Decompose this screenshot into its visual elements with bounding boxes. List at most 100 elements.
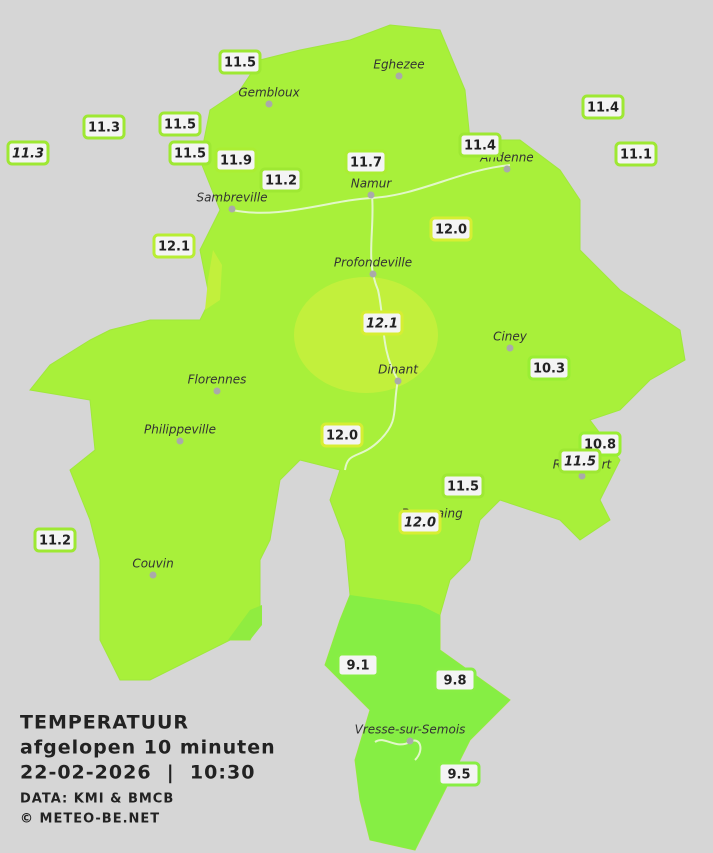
station-box — [360, 310, 404, 336]
city-dot — [395, 72, 403, 80]
station-value: 9.8 — [443, 674, 466, 689]
station-value: 12.1 — [158, 240, 190, 255]
station-value: 11.7 — [350, 156, 382, 171]
warm-zone — [205, 250, 222, 310]
station: 11.2 — [33, 527, 77, 553]
station-box — [6, 140, 50, 166]
station: 9.8 — [433, 667, 477, 693]
legend-title: TEMPERATUUR — [20, 712, 189, 734]
station: 11.4 — [458, 132, 502, 158]
city-dot — [149, 571, 157, 579]
station-box — [336, 652, 380, 678]
station: 12.0 — [429, 216, 473, 242]
cool-zone — [228, 605, 262, 640]
city-label: Sambreville — [196, 191, 267, 205]
station-value: 11.5 — [564, 455, 596, 470]
city-dot — [367, 191, 375, 199]
station: 11.5 — [558, 448, 602, 474]
station-box — [437, 761, 481, 787]
city-label: Ciney — [493, 330, 528, 344]
station: 11.5 — [158, 111, 202, 137]
station-value: 11.2 — [265, 174, 297, 189]
legend-copyright: © METEO-BE.NET — [20, 812, 160, 827]
station-box — [218, 49, 262, 75]
station-value: 9.1 — [346, 659, 369, 674]
station: 11.3 — [6, 140, 50, 166]
station: 11.1 — [614, 141, 658, 167]
station-value: 11.5 — [174, 147, 206, 162]
city-dot — [213, 387, 221, 395]
station: 11.9 — [214, 147, 258, 173]
city-dot — [176, 437, 184, 445]
station: 11.3 — [82, 114, 126, 140]
station: 11.2 — [259, 167, 303, 193]
station-value: 11.5 — [164, 118, 196, 133]
station: 11.5 — [168, 140, 212, 166]
station-box — [344, 149, 388, 175]
station-value: 10.3 — [533, 362, 565, 377]
station-box — [441, 473, 485, 499]
station-box — [152, 233, 196, 259]
station-value: 11.9 — [220, 154, 252, 169]
city-dot — [394, 377, 402, 385]
station: 9.1 — [336, 652, 380, 678]
city-dot — [228, 205, 236, 213]
legend-datetime: 22-02-2026 | 10:30 — [20, 762, 255, 784]
station-box — [82, 114, 126, 140]
station-value: 11.2 — [39, 534, 71, 549]
station: 11.5 — [441, 473, 485, 499]
city-label: Gembloux — [238, 86, 300, 100]
city-label: Florennes — [188, 373, 247, 387]
station-box — [581, 94, 625, 120]
station-box — [527, 355, 571, 381]
city-dot — [369, 270, 377, 278]
station-value: 12.1 — [366, 317, 398, 332]
station-box — [433, 667, 477, 693]
station: 11.5 — [218, 49, 262, 75]
station-box — [398, 509, 442, 535]
station-box — [614, 141, 658, 167]
station-box — [33, 527, 77, 553]
city-label: Namur — [351, 177, 393, 191]
station: 11.7 — [344, 149, 388, 175]
station-box — [168, 140, 212, 166]
city-dot — [506, 344, 514, 352]
stations: 11.5 11.3 11.3 11.5 11.5 11.9 11.2 11.7 11.4 11.4… — [6, 49, 658, 787]
city-label: Couvin — [132, 557, 173, 571]
station: 12.0 — [398, 509, 442, 535]
station-value: 11.1 — [620, 148, 652, 163]
cities: EghezeeGemblouxAndenneNamurSambrevillePr… — [132, 58, 613, 745]
city-label: Vresse-sur-Semois — [355, 723, 466, 737]
city-dot — [503, 165, 511, 173]
legend-subtitle: afgelopen 10 minuten — [20, 737, 276, 759]
city-label: Profondeville — [334, 256, 412, 270]
station-value: 11.4 — [587, 101, 619, 116]
station: 10.3 — [527, 355, 571, 381]
station-box — [429, 216, 473, 242]
station-value: 9.5 — [447, 768, 470, 783]
station-value: 11.3 — [88, 121, 120, 136]
station-value: 12.0 — [435, 223, 467, 238]
station: 12.1 — [152, 233, 196, 259]
station-box — [259, 167, 303, 193]
station-value: 11.5 — [224, 56, 256, 71]
station: 12.1 — [360, 310, 404, 336]
station-box — [558, 448, 602, 474]
city-label: Philippeville — [144, 423, 216, 437]
station-value: 12.0 — [404, 516, 436, 531]
city-dot — [406, 737, 414, 745]
station: 9.5 — [437, 761, 481, 787]
station-value: 11.3 — [12, 147, 44, 162]
station-value: 11.5 — [447, 480, 479, 495]
station-value: 11.4 — [464, 139, 496, 154]
city-dot — [578, 472, 586, 480]
station-box — [214, 147, 258, 173]
station-box — [458, 132, 502, 158]
city-label: Eghezee — [373, 58, 424, 72]
city-label: Dinant — [378, 363, 419, 377]
legend-source: DATA: KMI & BMCB — [20, 792, 174, 807]
station-box — [320, 422, 364, 448]
city-dot — [265, 100, 273, 108]
station: 11.4 — [581, 94, 625, 120]
